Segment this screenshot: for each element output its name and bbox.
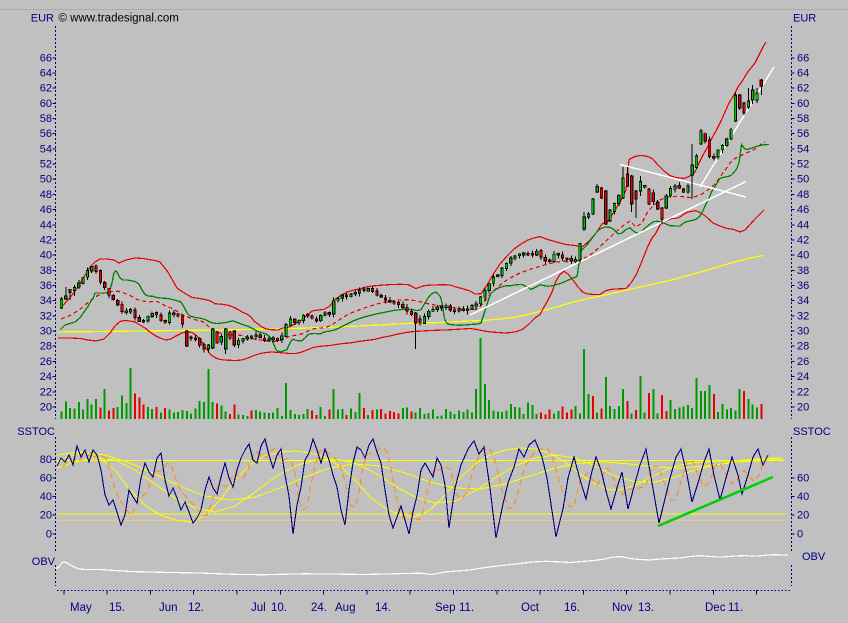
svg-text:42: 42 <box>797 234 809 246</box>
svg-text:62: 62 <box>40 83 52 95</box>
svg-text:54: 54 <box>40 143 52 155</box>
svg-text:20: 20 <box>797 401 809 413</box>
svg-text:34: 34 <box>40 295 52 307</box>
svg-text:28: 28 <box>40 341 52 353</box>
svg-text:EUR: EUR <box>793 13 816 25</box>
svg-text:60: 60 <box>40 98 52 110</box>
svg-text:Aug: Aug <box>335 602 355 614</box>
svg-text:40: 40 <box>797 250 809 262</box>
svg-text:22: 22 <box>40 386 52 398</box>
svg-text:26: 26 <box>40 356 52 368</box>
svg-text:56: 56 <box>797 128 809 140</box>
svg-text:Nov: Nov <box>612 602 633 614</box>
svg-text:52: 52 <box>40 159 52 171</box>
svg-text:40: 40 <box>40 250 52 262</box>
svg-text:20: 20 <box>797 510 809 522</box>
svg-text:SSTOC: SSTOC <box>793 426 831 438</box>
svg-text:28: 28 <box>797 341 809 353</box>
svg-text:64: 64 <box>797 67 809 79</box>
svg-text:11.: 11. <box>728 602 743 614</box>
svg-text:60: 60 <box>797 473 809 485</box>
svg-text:Sep: Sep <box>435 602 455 614</box>
svg-text:48: 48 <box>797 189 809 201</box>
svg-text:EUR: EUR <box>31 13 54 25</box>
svg-text:32: 32 <box>40 310 52 322</box>
svg-text:40: 40 <box>40 491 52 503</box>
svg-text:80: 80 <box>40 454 52 466</box>
svg-text:22: 22 <box>797 386 809 398</box>
svg-text:OBV: OBV <box>32 556 56 568</box>
svg-text:52: 52 <box>797 159 809 171</box>
svg-text:10.: 10. <box>271 602 287 614</box>
svg-text:20: 20 <box>40 401 52 413</box>
svg-text:24.: 24. <box>311 602 327 614</box>
svg-text:60: 60 <box>40 473 52 485</box>
svg-text:38: 38 <box>40 265 52 277</box>
svg-text:36: 36 <box>797 280 809 292</box>
svg-text:46: 46 <box>797 204 809 216</box>
svg-text:24: 24 <box>40 371 52 383</box>
svg-text:20: 20 <box>40 510 52 522</box>
svg-text:May: May <box>70 602 92 614</box>
svg-text:Oct: Oct <box>521 602 540 614</box>
svg-text:30: 30 <box>797 326 809 338</box>
svg-text:58: 58 <box>40 113 52 125</box>
svg-text:34: 34 <box>797 295 809 307</box>
svg-text:66: 66 <box>40 52 52 64</box>
svg-text:50: 50 <box>797 174 809 186</box>
svg-text:Jun: Jun <box>159 602 178 614</box>
svg-text:48: 48 <box>40 189 52 201</box>
svg-text:58: 58 <box>797 113 809 125</box>
svg-text:42: 42 <box>40 234 52 246</box>
svg-text:Jul: Jul <box>251 602 266 614</box>
svg-text:12.: 12. <box>188 602 204 614</box>
svg-text:40: 40 <box>797 491 809 503</box>
svg-text:56: 56 <box>40 128 52 140</box>
svg-text:14.: 14. <box>375 602 391 614</box>
svg-text:15.: 15. <box>109 602 125 614</box>
svg-text:62: 62 <box>797 83 809 95</box>
svg-text:44: 44 <box>40 219 52 231</box>
svg-text:Dec: Dec <box>705 602 726 614</box>
svg-text:30: 30 <box>40 326 52 338</box>
svg-text:0: 0 <box>46 528 52 540</box>
svg-text:11.: 11. <box>459 602 474 614</box>
svg-text:66: 66 <box>797 52 809 64</box>
svg-text:26: 26 <box>797 356 809 368</box>
svg-text:54: 54 <box>797 143 809 155</box>
svg-text:0: 0 <box>797 528 803 540</box>
svg-text:13.: 13. <box>638 602 654 614</box>
svg-text:38: 38 <box>797 265 809 277</box>
svg-text:50: 50 <box>40 174 52 186</box>
svg-text:36: 36 <box>40 280 52 292</box>
svg-text:24: 24 <box>797 371 809 383</box>
svg-text:64: 64 <box>40 67 52 79</box>
svg-text:46: 46 <box>40 204 52 216</box>
svg-text:32: 32 <box>797 310 809 322</box>
svg-text:16.: 16. <box>564 602 580 614</box>
svg-text:OBV: OBV <box>802 551 826 563</box>
svg-text:© www.tradesignal.com: © www.tradesignal.com <box>59 13 179 25</box>
svg-text:SSTOC: SSTOC <box>17 426 55 438</box>
svg-text:44: 44 <box>797 219 809 231</box>
svg-text:60: 60 <box>797 98 809 110</box>
